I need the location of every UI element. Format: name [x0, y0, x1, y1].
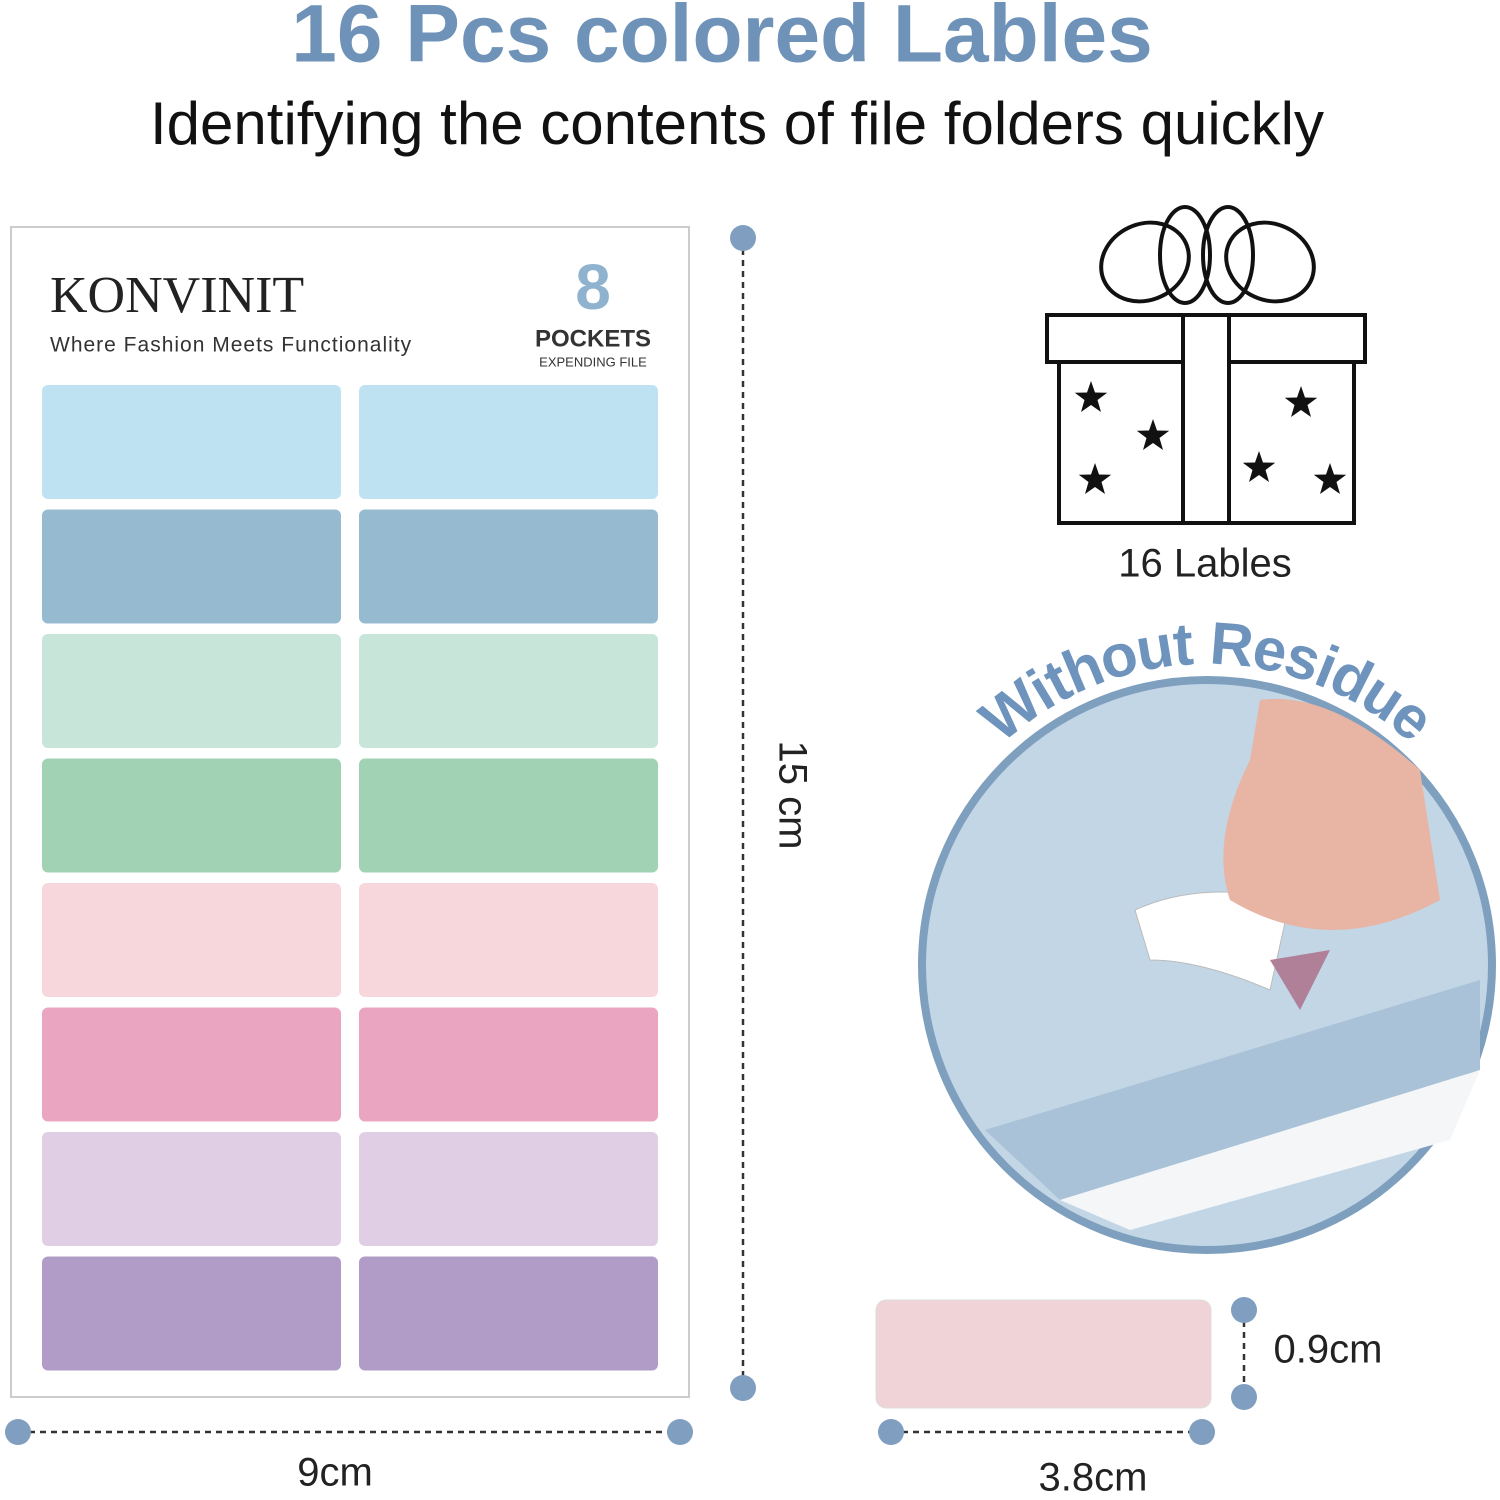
- badge-title: POCKETS: [535, 325, 651, 352]
- color-label: [359, 758, 658, 873]
- height-label: 15 cm: [770, 741, 814, 850]
- dot: [730, 1375, 756, 1401]
- dot: [878, 1419, 904, 1445]
- color-label: [359, 385, 658, 499]
- color-label: [359, 509, 658, 624]
- color-label: [42, 1007, 341, 1122]
- dot: [1231, 1297, 1257, 1323]
- color-label: [359, 883, 658, 997]
- color-label: [359, 1132, 658, 1246]
- color-label: [359, 634, 658, 748]
- color-label: [42, 1256, 341, 1371]
- color-label: [42, 1132, 341, 1246]
- single-label: [875, 1299, 1212, 1409]
- color-label: [359, 1256, 658, 1371]
- subtitle: Identifying the contents of file folders…: [150, 90, 1324, 157]
- color-label: [42, 385, 341, 499]
- badge-number: 8: [575, 251, 611, 323]
- color-label: [359, 1007, 658, 1122]
- dot: [667, 1419, 693, 1445]
- color-label: [42, 634, 341, 748]
- dot: [1189, 1419, 1215, 1445]
- color-label: [42, 883, 341, 997]
- label-height: 0.9cm: [1274, 1328, 1383, 1372]
- width-label: 9cm: [297, 1451, 373, 1495]
- dot: [1231, 1384, 1257, 1410]
- color-label: [42, 758, 341, 873]
- tagline: Where Fashion Meets Functionality: [50, 334, 412, 357]
- gift-icon: [1045, 205, 1367, 525]
- brand: KONVINIT: [50, 267, 304, 324]
- dot: [730, 225, 756, 251]
- label-width: 3.8cm: [1039, 1456, 1148, 1500]
- title: 16 Pcs colored Lables: [291, 0, 1152, 80]
- badge-subtitle: EXPENDING FILE: [539, 354, 647, 369]
- gift-caption: 16 Lables: [1118, 542, 1291, 586]
- color-label: [42, 509, 341, 624]
- label-grid: [42, 385, 658, 1371]
- dot: [5, 1419, 31, 1445]
- residue-photo: [918, 676, 1496, 1254]
